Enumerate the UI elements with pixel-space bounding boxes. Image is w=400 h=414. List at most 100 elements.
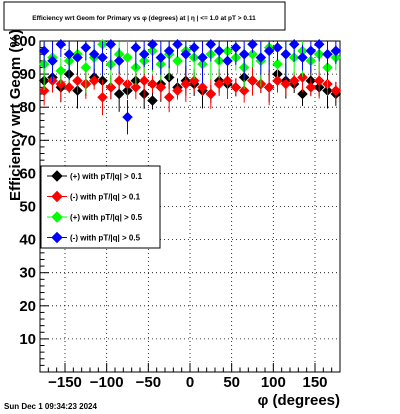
data-point (88, 75, 100, 87)
data-point (113, 55, 125, 67)
legend-marker (51, 231, 63, 244)
data-point (263, 81, 275, 93)
data-point (38, 85, 50, 97)
data-point (272, 42, 283, 53)
data-point (272, 75, 283, 87)
y-tick-label: 40 (19, 232, 36, 249)
data-point (80, 62, 92, 73)
data-point (72, 75, 83, 87)
data-point (330, 85, 342, 97)
data-point (313, 38, 325, 50)
legend-label: (+) with pT/|q| > 0.5 (70, 213, 143, 222)
data-point (130, 81, 142, 93)
data-point (305, 81, 317, 93)
data-point (188, 75, 200, 87)
data-point (280, 48, 292, 60)
legend-frame (40, 165, 161, 249)
data-point (247, 75, 258, 87)
data-point (55, 78, 67, 90)
data-point (297, 52, 308, 63)
data-point (313, 75, 325, 87)
data-point (155, 52, 167, 63)
chart-title: Efficiency wrt Geom for Primary vs φ (de… (32, 15, 256, 22)
x-tick-label: 50 (223, 374, 240, 391)
series-3 (38, 38, 342, 135)
data-point (205, 88, 217, 100)
data-point (122, 78, 133, 90)
data-point (130, 42, 142, 53)
legend-label: (-) with pT/|q| > 0.1 (70, 193, 141, 202)
data-point (205, 38, 217, 50)
data-point (163, 45, 175, 57)
data-point (88, 48, 100, 60)
data-point (147, 38, 158, 50)
data-point (247, 38, 258, 50)
data-point (147, 78, 158, 90)
y-tick-label: 30 (19, 265, 36, 282)
data-point (172, 85, 183, 97)
data-point (172, 55, 183, 67)
legend-marker (51, 190, 63, 203)
data-point (197, 81, 208, 93)
y-tick-label: 70 (19, 132, 36, 149)
data-point (122, 111, 133, 123)
data-point (97, 52, 108, 63)
data-point (213, 78, 225, 90)
y-tick-label: 60 (19, 165, 36, 182)
data-point (238, 85, 250, 97)
data-point (147, 95, 158, 106)
data-point (80, 42, 92, 53)
data-point (230, 81, 242, 93)
x-axis-title: φ (degrees) (258, 392, 340, 409)
data-point (105, 38, 117, 50)
data-point (305, 45, 317, 57)
y-axis-title: Efficiency wrt Geom (%) (7, 29, 24, 201)
data-point (55, 65, 67, 77)
data-point (197, 52, 208, 63)
data-point (280, 78, 292, 90)
legend-label: (-) with pT/|q| > 0.5 (70, 234, 141, 243)
data-point (297, 88, 308, 100)
data-point (230, 42, 242, 53)
data-point (55, 38, 67, 50)
series-layer (38, 38, 342, 135)
y-tick-label: 100 (11, 33, 36, 50)
data-point (155, 81, 167, 93)
data-point (138, 75, 150, 87)
data-point (213, 45, 225, 57)
data-point (138, 48, 150, 60)
data-point (297, 72, 308, 83)
data-point (255, 52, 267, 63)
data-point (47, 55, 58, 67)
data-point (63, 48, 75, 60)
data-point (163, 91, 175, 103)
chart-title-box: Efficiency wrt Geom for Primary vs φ (de… (3, 1, 286, 31)
y-tick-label: 50 (19, 199, 36, 216)
data-point (63, 81, 75, 93)
y-tick-label: 20 (19, 298, 36, 315)
chart-title-frame (3, 1, 286, 31)
data-point (238, 48, 250, 60)
legend-label: (+) with pT/|q| > 0.1 (70, 172, 143, 181)
x-tick-label: −100 (90, 374, 124, 391)
legend-marker (51, 211, 63, 223)
tick-labels: −150 −100 −50 0 50 100 150 10 20 30 40 50 60 70 80 90 10… (11, 33, 328, 391)
data-point (38, 45, 50, 57)
legend-marker (51, 170, 63, 182)
x-tick-label: 0 (186, 374, 194, 391)
data-point (263, 45, 275, 57)
data-point (105, 81, 117, 93)
y-tick-label: 80 (19, 99, 36, 116)
data-point (288, 75, 300, 87)
y-tick-label: 90 (19, 66, 36, 83)
data-point (72, 52, 83, 63)
footer-datetime: Sun Dec 1 09:34:23 2024 (4, 402, 97, 411)
data-point (122, 52, 133, 63)
legend: (+) with pT/|q| > 0.1 (-) with pT/|q| > 0… (40, 165, 161, 249)
legend-items: (+) with pT/|q| > 0.1 (-) with pT/|q| > 0… (47, 170, 143, 244)
x-tick-label: −50 (136, 374, 161, 391)
data-point (322, 48, 333, 60)
data-point (180, 78, 192, 90)
data-point (180, 48, 192, 60)
